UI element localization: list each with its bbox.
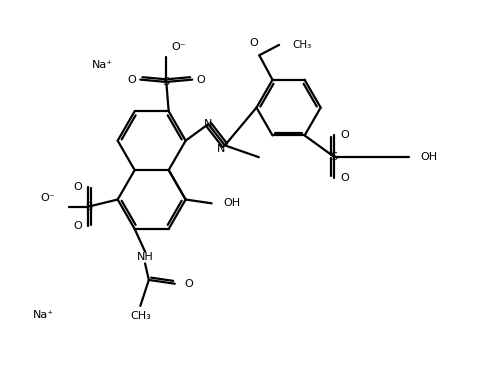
Text: S: S <box>163 77 170 87</box>
Text: S: S <box>330 152 337 162</box>
Text: O: O <box>74 221 82 232</box>
Text: S: S <box>85 201 92 211</box>
Text: O: O <box>340 131 348 140</box>
Text: O: O <box>196 75 205 85</box>
Text: O: O <box>74 182 82 192</box>
Text: CH₃: CH₃ <box>130 311 151 321</box>
Text: N: N <box>204 119 213 129</box>
Text: O: O <box>340 173 348 183</box>
Text: CH₃: CH₃ <box>293 40 312 50</box>
Text: N: N <box>217 144 225 154</box>
Text: NH: NH <box>137 252 153 262</box>
Text: OH: OH <box>421 152 438 162</box>
Text: O: O <box>249 37 258 47</box>
Text: O: O <box>184 279 193 289</box>
Text: O: O <box>128 75 136 85</box>
Text: OH: OH <box>223 198 240 208</box>
Text: O⁻: O⁻ <box>41 193 55 203</box>
Text: Na⁺: Na⁺ <box>33 310 54 320</box>
Text: Na⁺: Na⁺ <box>91 60 113 70</box>
Text: O⁻: O⁻ <box>171 42 185 52</box>
